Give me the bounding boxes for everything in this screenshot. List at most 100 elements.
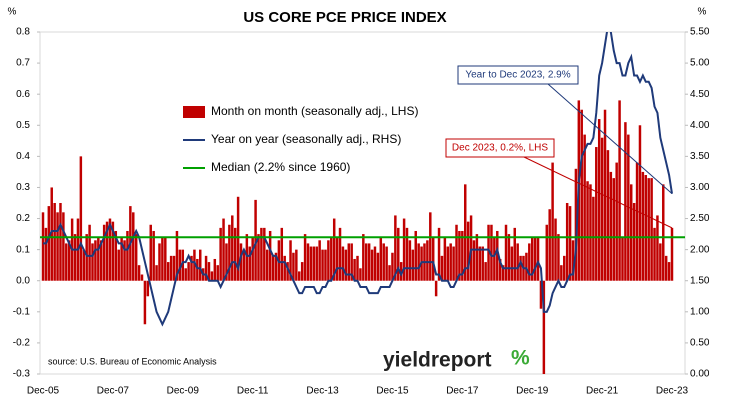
- bar: [548, 209, 551, 281]
- bar: [487, 224, 490, 281]
- bar: [184, 268, 187, 281]
- bar: [394, 215, 397, 281]
- bar: [551, 162, 554, 281]
- bar: [312, 246, 316, 281]
- y-tick-label: 0.7: [16, 58, 30, 69]
- bar: [44, 227, 48, 281]
- bar: [300, 262, 304, 281]
- y-tick-label: 0.3: [16, 182, 30, 193]
- bar: [298, 271, 301, 281]
- bar: [373, 246, 377, 281]
- x-tick-label: Dec-15: [376, 386, 409, 397]
- y2-tick-label: 5.50: [690, 27, 710, 38]
- bar: [545, 224, 549, 281]
- logo-mark: %: [511, 347, 530, 370]
- bar: [513, 227, 516, 281]
- bar: [376, 252, 380, 281]
- bar: [199, 249, 202, 281]
- bar: [239, 243, 243, 281]
- bar: [193, 249, 196, 281]
- bar: [490, 224, 493, 281]
- bar: [330, 237, 333, 281]
- bar: [172, 255, 176, 281]
- bar: [73, 234, 77, 281]
- bar: [53, 203, 56, 281]
- bar: [635, 162, 639, 281]
- source: source: U.S. Bureau of Economic Analysis: [48, 356, 217, 366]
- x-tick-label: Dec-21: [586, 386, 619, 397]
- y-tick-label: 0.2: [16, 213, 30, 224]
- bar: [65, 243, 68, 281]
- bar: [571, 240, 575, 281]
- line: [43, 32, 673, 327]
- x-tick-label: Dec-19: [516, 386, 549, 397]
- bar: [621, 237, 624, 281]
- bar: [484, 262, 487, 281]
- bar: [493, 237, 496, 281]
- bar: [97, 237, 100, 281]
- bar: [586, 181, 589, 281]
- bar: [595, 147, 598, 281]
- y2-tick-label: 3.00: [690, 182, 710, 193]
- plot-frame: [39, 31, 686, 375]
- bar: [565, 203, 569, 281]
- bar: [41, 212, 45, 281]
- bar: [207, 262, 211, 281]
- bar: [324, 249, 327, 281]
- bar: [443, 237, 447, 281]
- bar: [498, 258, 502, 281]
- bar: [458, 230, 461, 281]
- bar: [580, 109, 583, 281]
- bar: [222, 218, 225, 281]
- bar: [568, 206, 572, 281]
- bar: [405, 227, 409, 281]
- bar: [289, 240, 292, 281]
- x-tick-label: Dec-05: [27, 386, 60, 397]
- bar: [303, 234, 307, 281]
- bar: [50, 187, 53, 281]
- bar: [196, 258, 199, 281]
- bar: [67, 240, 71, 281]
- bar: [251, 237, 254, 281]
- bar: [88, 224, 91, 281]
- bar: [364, 243, 368, 281]
- bar: [318, 240, 321, 281]
- bar: [242, 249, 246, 281]
- bar: [210, 271, 214, 281]
- y-tick-label: 0.8: [16, 27, 30, 38]
- bar: [91, 243, 94, 281]
- bar: [466, 221, 470, 281]
- bar: [670, 227, 674, 281]
- bar: [662, 184, 665, 281]
- x-tick-label: Dec-11: [237, 386, 269, 397]
- bar: [600, 137, 604, 281]
- bar: [309, 246, 313, 281]
- bar: [111, 221, 115, 281]
- bar: [437, 227, 441, 281]
- y2-tick-label: 4.50: [690, 89, 710, 100]
- y-tick-label: 0.4: [16, 151, 30, 162]
- bar: [100, 240, 103, 281]
- bar: [190, 255, 193, 281]
- bar: [659, 243, 662, 281]
- y-tick-label: 0.0: [16, 275, 30, 286]
- bar: [236, 196, 240, 281]
- bar: [274, 252, 278, 281]
- bar: [356, 255, 359, 281]
- bar: [59, 203, 62, 281]
- bar: [213, 258, 217, 281]
- bar: [245, 234, 249, 281]
- bar: [94, 240, 97, 281]
- bar: [341, 246, 345, 281]
- legend-label: Year on year (seasonally adj., RHS): [211, 132, 401, 146]
- bar: [592, 196, 595, 281]
- bar: [149, 224, 152, 281]
- bar: [62, 212, 65, 281]
- bar: [469, 215, 473, 281]
- bar: [609, 171, 613, 281]
- chart-title: US CORE PCE PRICE INDEX: [243, 9, 446, 26]
- bar: [123, 240, 126, 281]
- bar: [606, 150, 610, 281]
- bar: [271, 255, 275, 281]
